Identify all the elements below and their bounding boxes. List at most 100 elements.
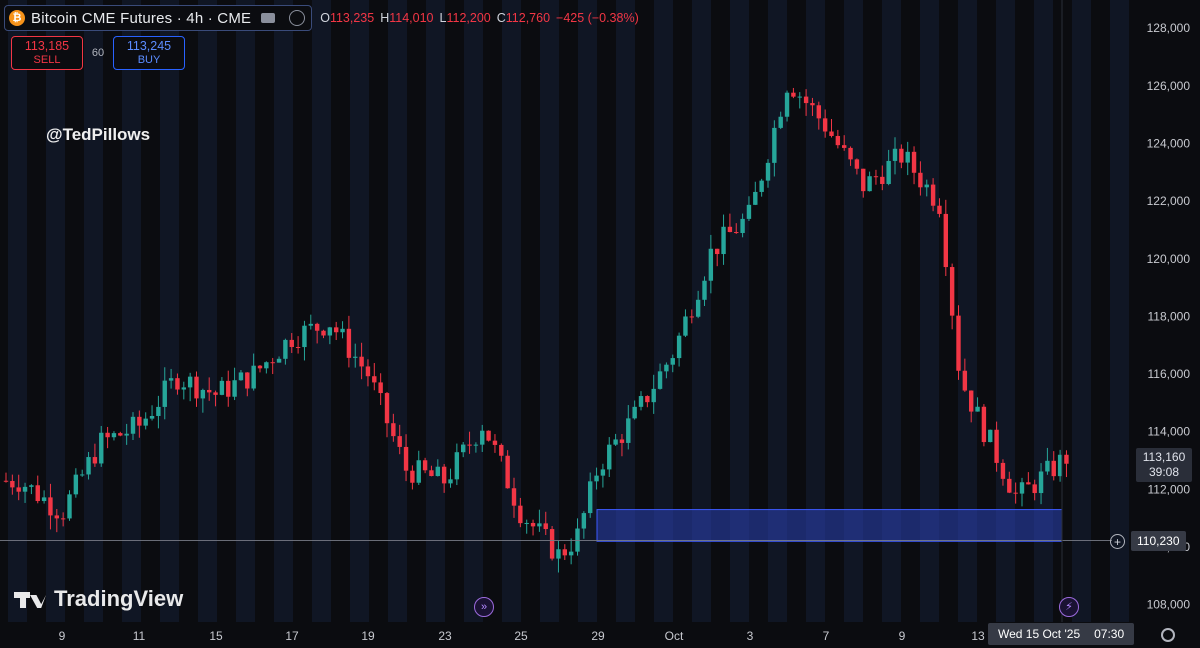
candle-body [937,205,942,214]
candle-body [461,444,466,453]
candle-body [200,389,206,399]
candle-body [949,267,955,316]
candle-body [816,105,821,119]
candle-body [41,497,47,502]
candle-body [594,475,599,482]
demand-zone-rect [596,509,1063,542]
candle-body [334,327,339,333]
time-tick-label: 3 [747,629,754,643]
candle-body [543,523,548,530]
session-band [502,0,521,622]
candle-body [765,162,771,181]
session-band [350,0,369,622]
candle-body [829,131,834,136]
candle-body [492,440,498,445]
session-band [8,0,27,622]
candle-body [556,549,561,559]
candle-body [835,135,841,146]
candle-body [721,226,726,255]
price-tick-label: 116,000 [1148,367,1191,381]
candle-body [994,429,999,463]
candle-body [695,299,701,317]
session-band [312,0,331,622]
candle-body [340,328,345,333]
candle-body [905,151,910,163]
session-band [84,0,103,622]
candle-body [670,358,675,365]
low-value: 112,200 [446,11,491,25]
candle-body [149,415,155,419]
buy-button[interactable]: 113,245 BUY [113,36,185,70]
candle-body [683,316,688,336]
candle-body [708,248,714,281]
candle-body [454,452,460,480]
quantity-value[interactable]: 60 [91,47,105,59]
candle-body [657,371,663,389]
crosshair-date: Wed 15 Oct '25 [998,627,1081,641]
candle-body [10,480,15,488]
candle-body [391,423,396,437]
candle-body [842,145,847,148]
candle-body [162,380,167,407]
tradingview-logo[interactable]: TradingView [14,586,183,612]
candle-body [562,549,567,556]
candle-body [213,392,218,395]
candle-body [702,280,707,300]
candle-body [314,323,320,331]
candle-body [899,148,904,163]
candle-body [892,148,898,161]
settings-icon[interactable] [1161,628,1175,642]
lightning-event-icon[interactable]: ⚡ [1059,597,1079,617]
price-tick-label: 126,000 [1147,79,1191,93]
candle-body [746,204,752,219]
candle-body [486,430,491,441]
time-axis: 9 11 15 17 19 23 25 29 Oct 3 7 9 13 [59,629,985,643]
candle-body [346,328,352,358]
candle-body [276,358,282,363]
candle-body [1045,460,1050,472]
time-tick-label: 15 [209,629,223,643]
candle-body [257,365,263,369]
candle-body [924,184,929,188]
candle-body [308,323,313,326]
add-alert-plus-icon[interactable]: + [1110,533,1125,549]
time-tick-label: 25 [514,629,528,643]
candle-body [772,127,777,163]
session-band [578,0,597,622]
candle-body [867,176,872,192]
trade-panel: 113,185 SELL 60 113,245 BUY [11,36,185,70]
candle-body [403,446,409,471]
candle-body [207,389,212,393]
candle-body [99,432,104,464]
sell-button[interactable]: 113,185 SELL [11,36,83,70]
candle-body [92,457,98,464]
candle-body [600,469,606,476]
high-value: 114,010 [389,11,434,25]
symbol-selector[interactable]: ₿ Bitcoin CME Futures · 4h · CME [4,5,313,31]
more-icon[interactable] [289,10,306,26]
economic-event-icon[interactable]: » [474,597,494,617]
candle-body [740,218,745,234]
candle-body [988,429,993,443]
buy-price: 113,245 [126,39,172,53]
price-axis: 108,000110,000112,000114,000116,000118,0… [1147,21,1191,612]
candle-body [537,523,542,527]
candle-body [130,416,136,434]
session-band [274,0,293,622]
candle-body [384,393,390,424]
candle-body [118,433,123,436]
eye-icon[interactable] [261,13,276,23]
candle-body [1051,460,1056,477]
time-tick-label: 17 [285,629,299,643]
candle-body [416,460,421,483]
price-tick-label: 120,000 [1147,252,1191,266]
session-band [806,0,825,622]
price-tick-label: 112,000 [1148,482,1191,496]
demand-zone [596,509,1063,542]
candle-body [1032,484,1037,494]
session-band [464,0,483,622]
candle-body [975,406,980,412]
close-value: 112,760 [505,11,551,25]
candle-body [810,103,815,106]
